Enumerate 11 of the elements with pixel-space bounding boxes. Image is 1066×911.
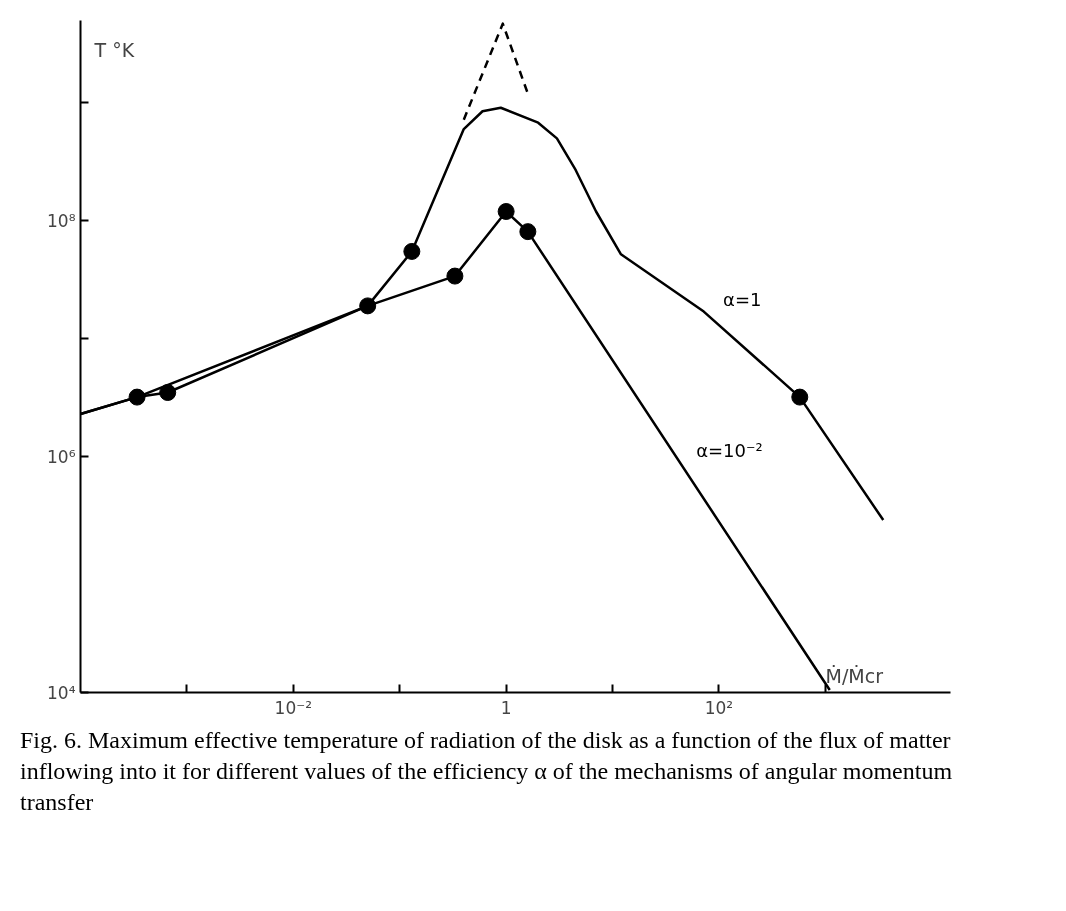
x-tick-label: 10⁻² — [274, 697, 313, 718]
y-tick-label: 10⁴ — [47, 682, 76, 703]
x-axis-title: Ṁ/Ṁcr — [825, 664, 884, 687]
series-label: α=1 — [723, 289, 762, 311]
x-tick-label: 1 — [500, 697, 512, 718]
caption: Fig. 6. Maximum effective temperature of radiation of the disk as a function of the flux of matter inflowing into it for different values of the efficiency α of the mechanisms of angular momentum transfer — [20, 726, 954, 818]
y-tick-label: 10⁶ — [47, 446, 76, 467]
x-tick-label: 10² — [704, 697, 734, 718]
y-axis-title: T °K — [93, 38, 135, 61]
series-label: α=10⁻² — [696, 439, 763, 461]
y-tick-label: 10⁸ — [47, 210, 76, 231]
